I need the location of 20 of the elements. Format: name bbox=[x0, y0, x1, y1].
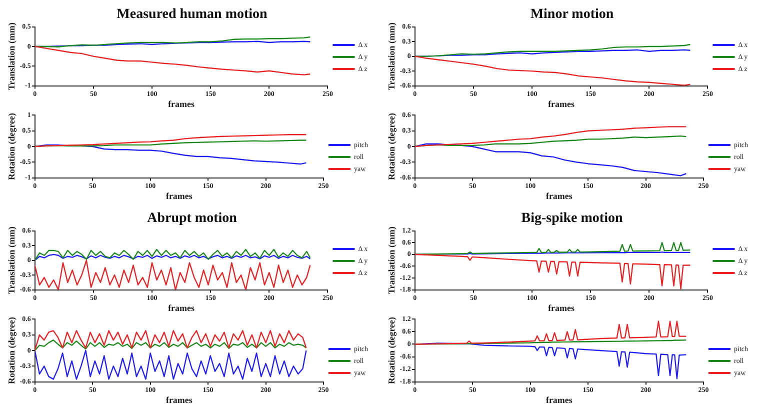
chart-title: Abrupt motion bbox=[147, 211, 238, 226]
chart-title: Measured human motion bbox=[116, 7, 268, 22]
x-axis-title: frames bbox=[546, 394, 573, 405]
y-axis-title: Translation (mm) bbox=[6, 22, 17, 90]
x-axis-title: frames bbox=[166, 190, 193, 201]
chart-title: Big-spike motion bbox=[521, 211, 623, 226]
y-axis-title: Rotation (degree) bbox=[6, 112, 17, 180]
chart-title: Minor motion bbox=[530, 7, 614, 22]
y-axis-title: Rotation (degree) bbox=[6, 316, 17, 384]
y-axis-title: Translation (mm) bbox=[386, 22, 397, 90]
x-axis-title: frames bbox=[546, 190, 573, 201]
x-axis-title: frames bbox=[168, 302, 196, 313]
x-axis-title: frames bbox=[166, 394, 193, 405]
y-axis-title: Rotation (degree) bbox=[386, 316, 397, 384]
x-axis-title: frames bbox=[548, 302, 576, 313]
y-axis-title: Translation (mm) bbox=[386, 226, 397, 294]
y-axis-title: Translation (mm) bbox=[6, 226, 17, 294]
x-axis-title: frames bbox=[168, 98, 196, 109]
y-axis-title: Rotation (degree) bbox=[386, 112, 397, 180]
x-axis-title: frames bbox=[548, 98, 576, 109]
